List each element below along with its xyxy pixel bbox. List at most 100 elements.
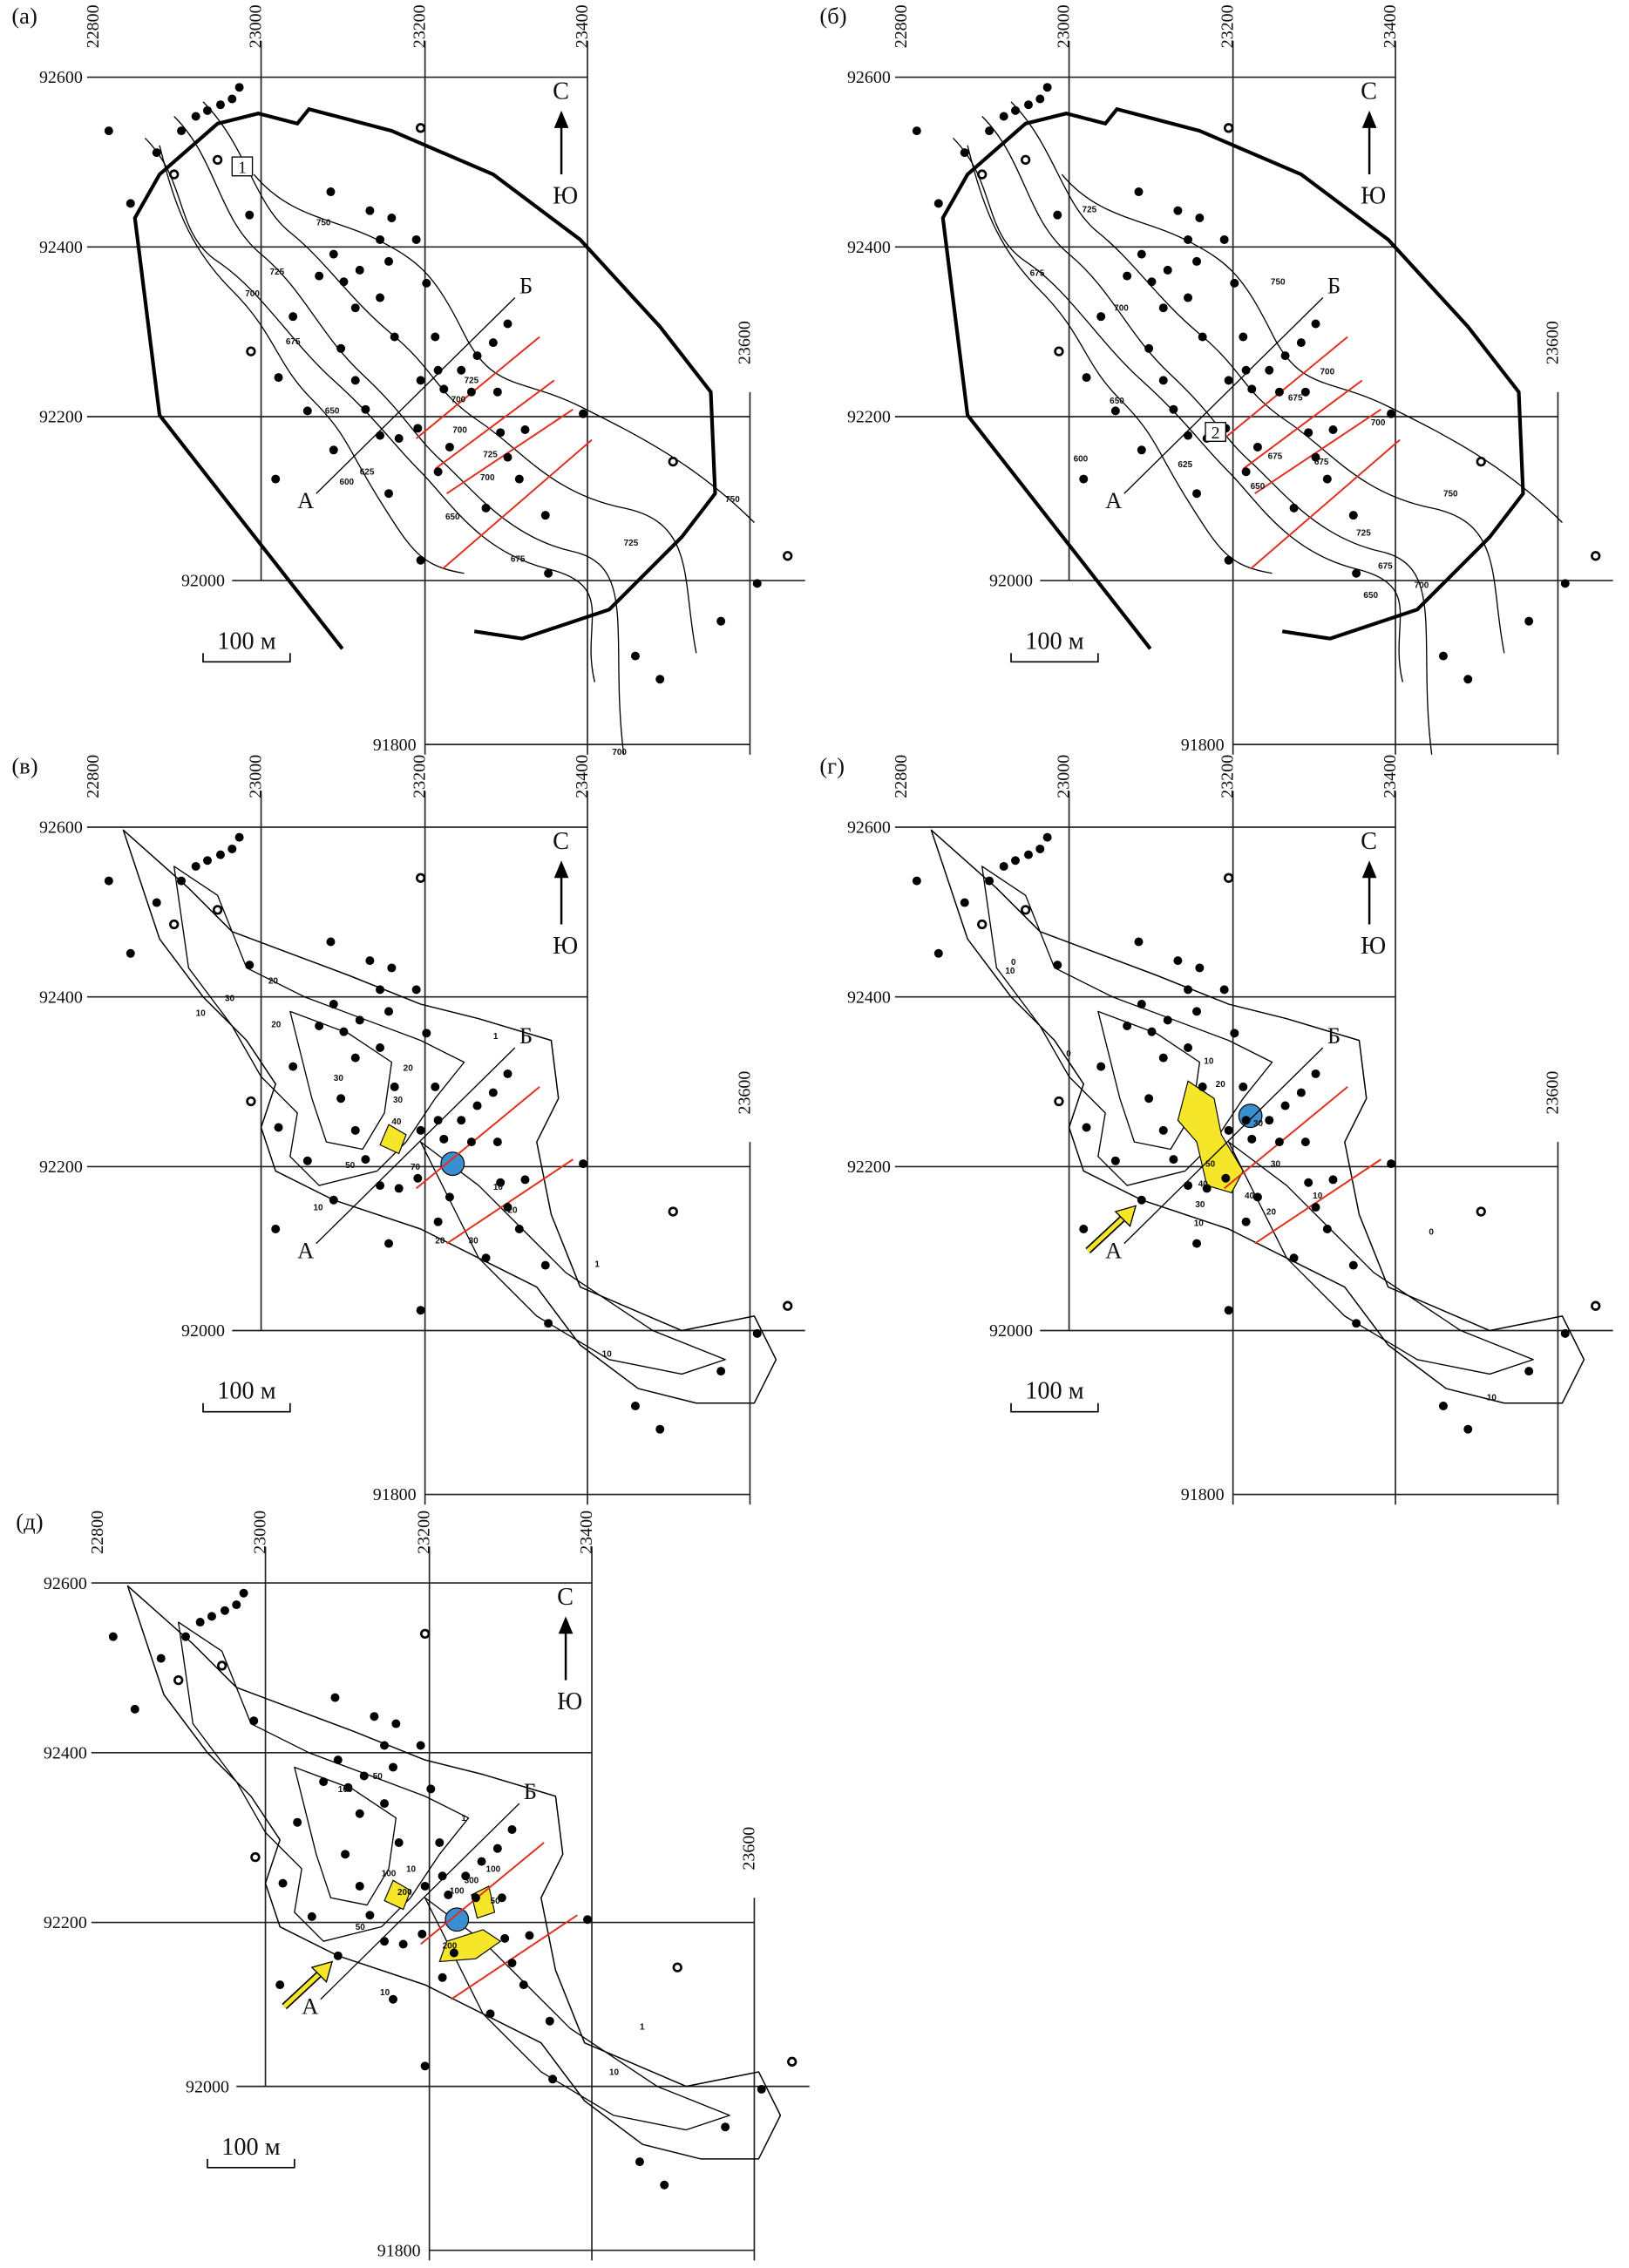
- x-tick-label: 23400: [1381, 755, 1400, 798]
- contour-label: 10: [406, 1864, 417, 1874]
- contour-label: 30: [1253, 1119, 1264, 1129]
- well: [520, 1175, 530, 1185]
- well: [497, 1893, 506, 1903]
- well: [1387, 409, 1396, 418]
- contour-label: 10: [602, 1349, 613, 1359]
- well: [1230, 278, 1239, 288]
- well: [1158, 1125, 1168, 1135]
- contour-label: 50: [1205, 1159, 1216, 1169]
- panel-label: (г): [819, 752, 845, 778]
- well: [1348, 1260, 1358, 1270]
- well: [394, 1838, 404, 1847]
- well: [326, 187, 336, 197]
- south-label: Ю: [557, 1688, 582, 1715]
- contour-label: 675: [1378, 562, 1393, 572]
- well: [439, 384, 449, 394]
- well: [1265, 1116, 1274, 1125]
- well: [1184, 985, 1193, 995]
- fault-line: [1224, 1086, 1348, 1190]
- well: [472, 351, 482, 361]
- contour: [173, 866, 465, 1186]
- well: [514, 474, 524, 484]
- well: [355, 265, 364, 275]
- point-a-label: А: [297, 1237, 315, 1263]
- well: [1239, 332, 1248, 342]
- north-label: С: [553, 828, 569, 855]
- north-arrow-head: [553, 860, 569, 879]
- contour-label: 10: [1313, 1192, 1323, 1201]
- yellow-zone: [1177, 1080, 1244, 1194]
- well: [752, 1328, 762, 1338]
- well: [1524, 1367, 1534, 1376]
- contour-label: 10: [380, 1988, 390, 1998]
- contour-label: 40: [1245, 1192, 1255, 1201]
- well: [319, 1777, 329, 1787]
- well: [1011, 856, 1020, 866]
- well: [1079, 474, 1089, 484]
- well-open: [1591, 551, 1601, 561]
- contour-label: 100: [382, 1869, 397, 1878]
- well: [540, 511, 550, 520]
- well: [1184, 431, 1193, 440]
- well: [438, 1973, 447, 1982]
- well: [329, 1000, 338, 1009]
- contour-label: 0: [1429, 1228, 1434, 1238]
- well: [1042, 83, 1052, 92]
- point-a-label: А: [297, 487, 315, 513]
- well: [390, 332, 399, 342]
- well: [544, 1319, 553, 1328]
- well: [1247, 1134, 1257, 1144]
- x-tick-label: 23400: [1381, 4, 1400, 48]
- well: [457, 1116, 466, 1125]
- well: [288, 312, 298, 322]
- well-open: [1476, 456, 1486, 467]
- x-tick-label: 23400: [577, 1511, 596, 1554]
- scale-label: 100 м: [1025, 1378, 1083, 1405]
- well: [1192, 256, 1202, 266]
- well: [333, 1755, 343, 1765]
- well: [416, 376, 425, 385]
- well: [1252, 442, 1262, 452]
- well: [1079, 1225, 1089, 1234]
- contour-label: 750: [725, 495, 740, 505]
- fault-line: [1242, 379, 1363, 470]
- scale-bar: [1010, 653, 1099, 663]
- well: [933, 948, 943, 958]
- marker-label: 1: [238, 158, 247, 177]
- well-open: [250, 1851, 261, 1863]
- contour: [253, 173, 755, 523]
- well: [1311, 1203, 1320, 1212]
- well: [1224, 376, 1233, 385]
- y-tick-label: 92200: [44, 1913, 87, 1932]
- well: [1134, 937, 1144, 947]
- scale-label: 100 м: [217, 1378, 275, 1405]
- contour-label: 30: [469, 1237, 479, 1246]
- well: [492, 1137, 502, 1147]
- well: [1173, 206, 1183, 215]
- north-label: С: [1361, 78, 1377, 105]
- contour: [159, 145, 465, 574]
- contour-label: 700: [1114, 304, 1129, 314]
- well: [1463, 675, 1473, 684]
- fault-line: [434, 379, 555, 470]
- well: [1230, 1029, 1239, 1038]
- x-tick-label: 23200: [1218, 4, 1238, 48]
- well: [227, 94, 237, 104]
- profile-line: [316, 1047, 516, 1245]
- well: [1560, 1328, 1570, 1338]
- contour-label: 100: [338, 1785, 353, 1795]
- well: [1023, 100, 1033, 110]
- y-tick-label: 92200: [39, 1158, 83, 1177]
- point-b-label: Б: [524, 1778, 537, 1804]
- contour-label: 20: [1266, 1207, 1277, 1217]
- well: [177, 876, 187, 886]
- point-a-label: А: [302, 1993, 319, 2019]
- well: [1123, 1022, 1132, 1031]
- contour-label: 0: [1066, 1049, 1071, 1059]
- marker-box: [1205, 421, 1226, 442]
- panel-label: (в): [11, 752, 37, 778]
- profile-line: [1123, 1047, 1324, 1245]
- contour-label: 675: [1268, 452, 1283, 461]
- well: [1035, 844, 1045, 853]
